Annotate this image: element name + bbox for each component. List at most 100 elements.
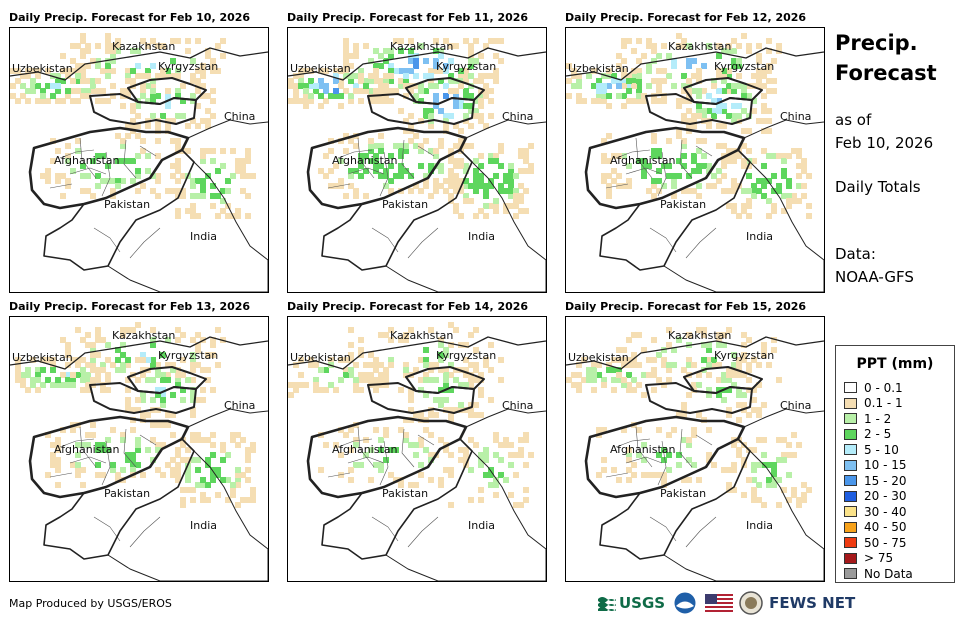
precip-cell [458,447,464,453]
precip-cell [478,153,484,159]
precip-cell [596,362,602,368]
precip-cell [383,98,389,104]
precip-cell [185,208,191,214]
state-dept-seal-icon [739,591,763,615]
precip-cell [513,188,519,194]
precip-cell [343,63,349,69]
precip-cell [503,477,509,483]
precip-cell [65,377,71,383]
precip-cell [393,447,399,453]
precip-cell [666,163,672,169]
precip-cell [378,332,384,338]
precip-cell [175,447,181,453]
precip-cell [443,38,449,44]
precip-cell [80,33,86,39]
precip-cell [731,352,737,358]
precip-cell [408,123,414,129]
precip-cell [220,163,226,169]
precip-cell [741,93,747,99]
precip-cell [508,173,514,179]
country-label-india: India [190,519,217,532]
precip-cell [716,103,722,109]
precip-cell [308,362,314,368]
precip-cell [185,123,191,129]
precip-cell [756,53,762,59]
precip-cell [175,143,181,149]
precip-cell [463,38,469,44]
precip-cell [518,148,524,154]
precip-cell [383,78,389,84]
precip-cell [155,43,161,49]
precip-cell [348,73,354,79]
precip-cell [458,382,464,388]
precip-cell [771,78,777,84]
precip-cell [621,427,627,433]
precip-cell [140,472,146,478]
precip-cell [348,427,354,433]
precip-cell [318,387,324,393]
precip-cell [741,208,747,214]
precip-cell [726,68,732,74]
precip-cell [473,367,479,373]
precip-cell [478,163,484,169]
precip-cell [328,357,334,363]
precip-cell [483,452,489,458]
precip-cell [373,63,379,69]
usgs-text: USGS [619,594,666,612]
precip-cell [656,377,662,383]
precip-cell [75,68,81,74]
precip-cell [701,63,707,69]
precip-cell [523,158,529,164]
precip-cell [591,362,597,368]
precip-cell [150,397,156,403]
precip-cell [155,173,161,179]
precip-cell [230,148,236,154]
precip-cell [731,83,737,89]
noaa-logo-icon [673,591,697,615]
precip-cell [175,462,181,468]
india-border [107,161,268,292]
precip-cell [333,442,339,448]
precip-cell [601,83,607,89]
precip-cell [90,88,96,94]
precip-cell [616,63,622,69]
precip-cell [448,322,454,328]
precip-cell [303,68,309,74]
precip-cell [741,203,747,209]
precip-cell [741,108,747,114]
precip-cell [373,462,379,468]
precip-cell [761,502,767,508]
precip-cell [413,183,419,189]
precip-cell [210,432,216,438]
precip-cell [333,73,339,79]
precip-cell [363,437,369,443]
precip-cell [90,352,96,358]
precip-cell [791,432,797,438]
precip-cell [576,387,582,393]
precip-cell [338,472,344,478]
precip-cell [601,467,607,473]
precip-cell [761,103,767,109]
precip-cell [200,188,206,194]
precip-cell [691,123,697,129]
precip-cell [726,327,732,333]
precip-cell [210,342,216,348]
precip-cell [100,472,106,478]
precip-cell [493,73,499,79]
precip-cell [681,98,687,104]
precip-cell [50,382,56,388]
precip-cell [368,73,374,79]
precip-cell [528,163,534,169]
precip-cell [358,337,364,343]
precip-cell [373,362,379,368]
precip-cell [438,68,444,74]
precip-cell [398,337,404,343]
precip-cell [120,367,126,373]
precip-cell [801,158,807,164]
precip-cell [378,447,384,453]
precip-cell [701,153,707,159]
precip-cell [100,387,106,393]
precip-cell [473,402,479,408]
precip-cell [621,93,627,99]
precip-cell [205,48,211,54]
